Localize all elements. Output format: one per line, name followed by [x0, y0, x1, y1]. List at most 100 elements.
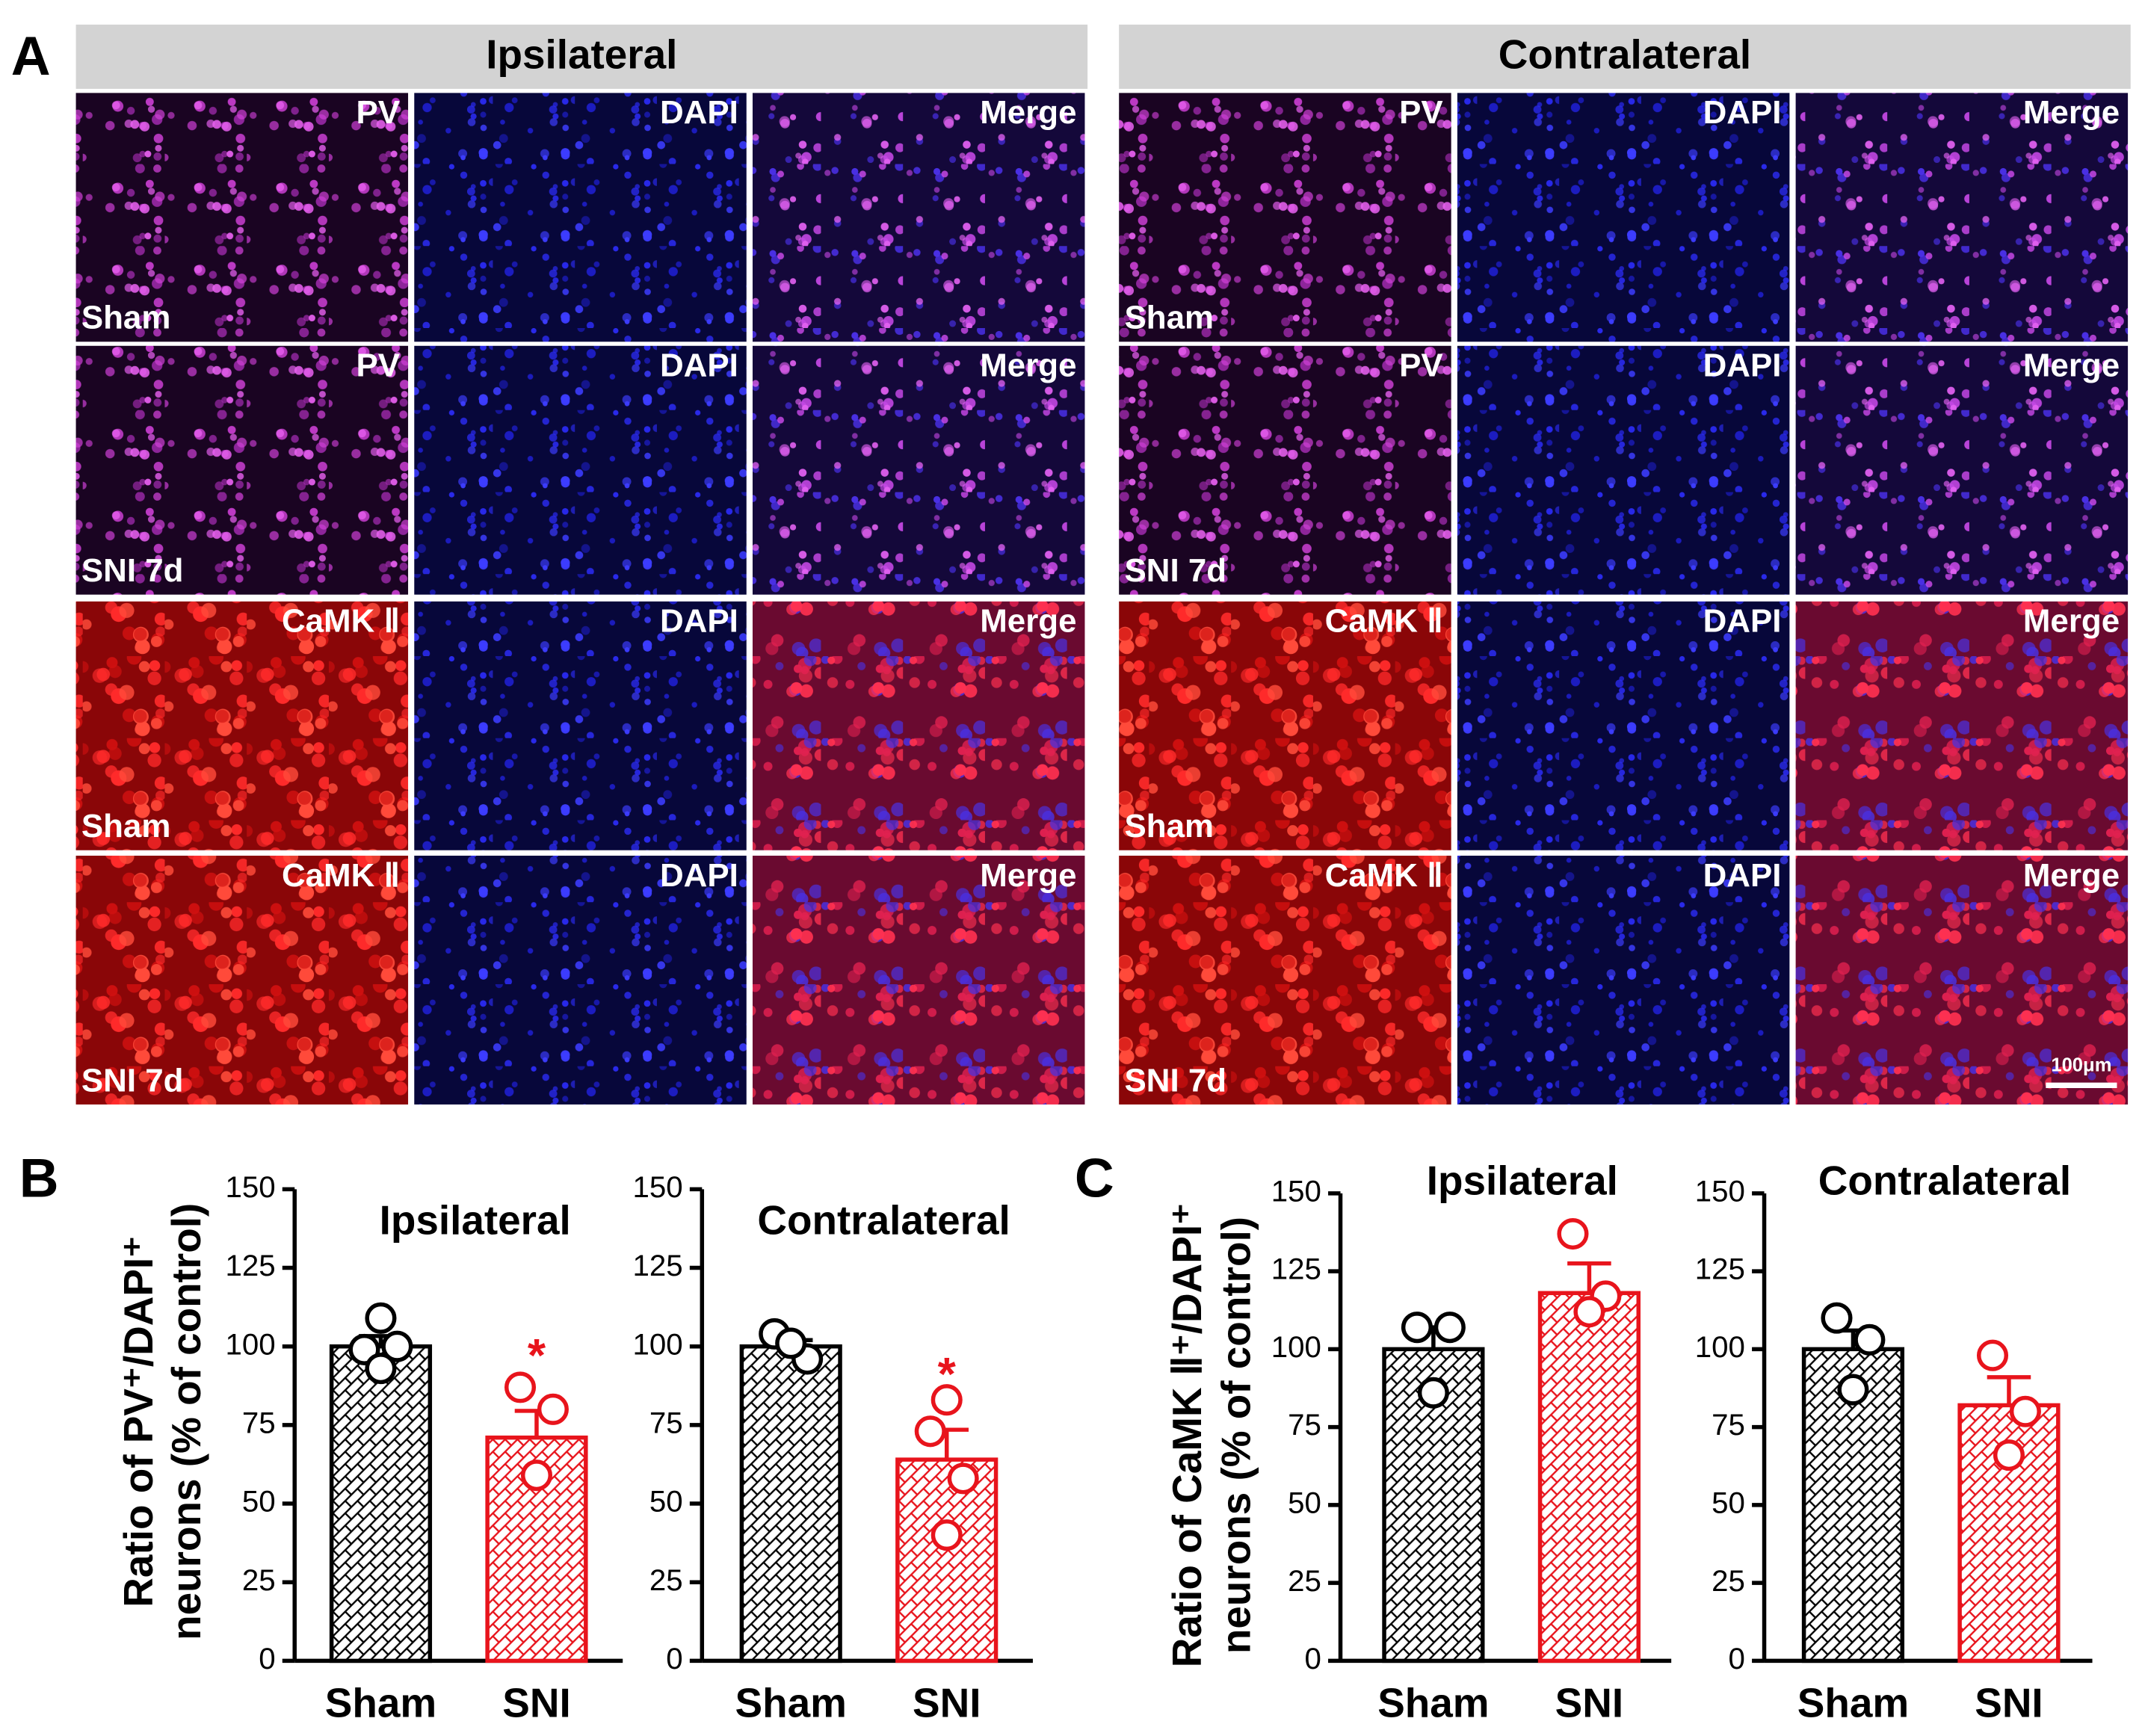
y-axis-label: Ratio of PV⁺/DAPI⁺	[115, 1236, 161, 1607]
y-tick-label: 150	[225, 1170, 275, 1204]
y-tick-label: 25	[1288, 1564, 1321, 1598]
data-point	[1854, 1323, 1886, 1356]
bar	[739, 1344, 842, 1664]
channel-label: DAPI	[660, 857, 738, 894]
chart-title: Contralateral	[757, 1197, 1010, 1244]
micrograph	[75, 345, 409, 595]
x-tick-label: Sham	[325, 1679, 436, 1726]
data-point	[1557, 1218, 1589, 1250]
data-point	[1433, 1312, 1466, 1344]
y-tick-label: 125	[633, 1249, 683, 1282]
condition-label: SNI 7d	[1125, 552, 1227, 589]
y-axis-label: neurons (% of control)	[163, 1203, 209, 1640]
y-tick-label: 125	[1695, 1252, 1745, 1286]
channel-label: Merge	[980, 857, 1076, 894]
y-tick-label: 0	[1729, 1642, 1745, 1675]
channel-label: PV	[1399, 94, 1443, 131]
data-point	[520, 1459, 553, 1492]
y-tick-label: 150	[1695, 1174, 1745, 1208]
micrograph	[1795, 601, 2129, 850]
data-point	[1821, 1302, 1853, 1334]
channel-label: DAPI	[1703, 347, 1782, 384]
group-title: Ipsilateral	[486, 31, 677, 77]
channel-label: PV	[357, 347, 401, 384]
condition-label: SNI 7d	[1125, 1062, 1227, 1099]
channel-label: PV	[357, 94, 401, 131]
channel-label: Merge	[980, 94, 1076, 131]
data-point	[1417, 1377, 1449, 1409]
data-point	[930, 1384, 963, 1416]
condition-label: Sham	[81, 300, 170, 336]
channel-label: Merge	[2023, 603, 2120, 640]
chart-title: Ipsilateral	[380, 1197, 571, 1244]
chart-title: Ipsilateral	[1427, 1158, 1618, 1204]
group-header	[75, 24, 1088, 89]
y-tick-label: 0	[666, 1642, 682, 1675]
data-point	[1401, 1312, 1433, 1344]
y-tick-label: 100	[633, 1327, 683, 1361]
micrograph	[1119, 93, 1451, 342]
micrograph	[1457, 601, 1790, 850]
y-tick-label: 50	[242, 1485, 276, 1519]
micrograph	[1795, 345, 2129, 595]
y-tick-label: 75	[1288, 1408, 1321, 1442]
condition-label: SNI 7d	[81, 552, 184, 589]
bar	[1382, 1347, 1485, 1664]
micrograph	[752, 601, 1085, 850]
micrograph	[75, 856, 409, 1105]
panel-label: B	[19, 1148, 59, 1209]
x-tick-label: Sham	[735, 1679, 847, 1726]
channel-label: CaMK Ⅱ	[1325, 603, 1443, 640]
y-tick-label: 125	[225, 1249, 275, 1282]
micrograph	[1795, 93, 2129, 342]
data-point	[2009, 1395, 2041, 1427]
channel-label: DAPI	[1703, 603, 1782, 640]
chart-title: Contralateral	[1818, 1158, 2071, 1204]
scale-bar-label: 100μm	[2051, 1054, 2111, 1075]
data-point	[1573, 1296, 1605, 1328]
channel-label: Merge	[980, 603, 1076, 640]
y-tick-label: 50	[1288, 1486, 1321, 1520]
x-tick-label: SNI	[1975, 1679, 2043, 1726]
micrograph	[752, 93, 1085, 342]
y-tick-label: 25	[1712, 1564, 1745, 1598]
condition-label: Sham	[81, 808, 170, 844]
group-header	[1119, 24, 2131, 89]
channel-label: DAPI	[660, 603, 738, 640]
channel-label: DAPI	[660, 347, 738, 384]
micrograph	[752, 345, 1085, 595]
data-point	[775, 1327, 807, 1359]
data-point	[1993, 1439, 2025, 1471]
significance: *	[528, 1330, 546, 1382]
y-tick-label: 75	[1712, 1408, 1745, 1442]
data-point	[381, 1330, 413, 1362]
channel-label: Merge	[2023, 94, 2120, 131]
data-point	[1976, 1339, 2009, 1371]
condition-label: SNI 7d	[81, 1062, 184, 1099]
channel-label: DAPI	[660, 94, 738, 131]
y-axis-label: Ratio of CaMK Ⅱ⁺/DAPI⁺	[1164, 1203, 1210, 1667]
micrograph	[414, 93, 747, 342]
bar	[1537, 1291, 1641, 1664]
channel-label: Merge	[2023, 857, 2120, 894]
panel-label: C	[1075, 1148, 1114, 1209]
channel-label: PV	[1399, 347, 1443, 384]
data-point	[365, 1302, 397, 1334]
condition-label: Sham	[1125, 808, 1214, 844]
significance: *	[938, 1349, 957, 1400]
y-tick-label: 25	[242, 1563, 276, 1597]
data-point	[914, 1415, 946, 1448]
channel-label: DAPI	[1703, 857, 1782, 894]
y-tick-label: 100	[1271, 1330, 1321, 1364]
panel-label: A	[11, 25, 51, 87]
micrograph	[1457, 345, 1790, 595]
x-tick-label: SNI	[502, 1679, 570, 1726]
data-point	[537, 1393, 569, 1425]
y-tick-label: 100	[1695, 1330, 1745, 1364]
group-title: Contralateral	[1499, 31, 1751, 77]
y-tick-label: 100	[225, 1327, 275, 1361]
data-point	[1837, 1374, 1869, 1406]
x-tick-label: SNI	[913, 1679, 981, 1726]
